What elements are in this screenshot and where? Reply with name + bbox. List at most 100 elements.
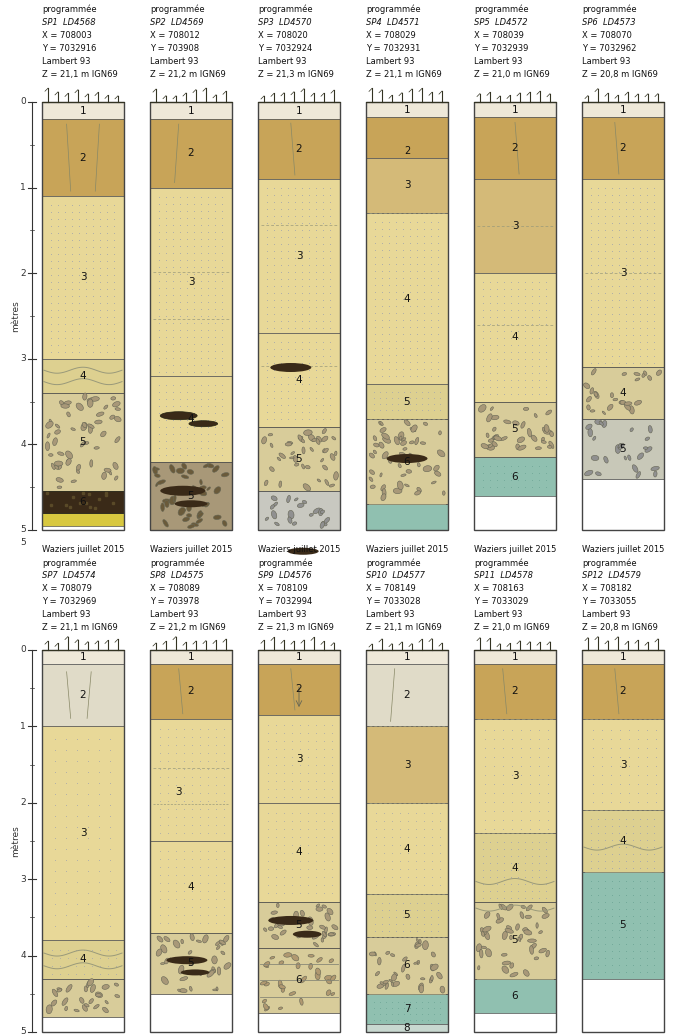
Ellipse shape — [298, 436, 303, 439]
Ellipse shape — [55, 430, 60, 434]
Text: 5: 5 — [188, 958, 194, 969]
Ellipse shape — [47, 433, 50, 438]
Ellipse shape — [271, 911, 277, 915]
Ellipse shape — [169, 496, 176, 505]
Bar — [474, 102, 556, 530]
Ellipse shape — [153, 466, 157, 474]
Ellipse shape — [406, 469, 412, 473]
Ellipse shape — [630, 428, 633, 432]
Ellipse shape — [544, 425, 549, 432]
Ellipse shape — [520, 912, 524, 919]
Ellipse shape — [182, 463, 187, 469]
Ellipse shape — [265, 1007, 270, 1011]
Ellipse shape — [398, 432, 404, 440]
Ellipse shape — [324, 927, 327, 934]
Bar — [366, 994, 448, 1025]
Bar — [366, 650, 448, 664]
Ellipse shape — [157, 480, 165, 485]
Ellipse shape — [276, 921, 285, 926]
Ellipse shape — [382, 452, 388, 459]
Ellipse shape — [294, 498, 298, 501]
Text: 5: 5 — [403, 911, 410, 921]
Ellipse shape — [206, 487, 211, 490]
Ellipse shape — [163, 519, 168, 527]
Text: 3: 3 — [21, 354, 26, 364]
Ellipse shape — [212, 967, 215, 973]
Ellipse shape — [297, 933, 302, 938]
Text: Waziers juillet 2015: Waziers juillet 2015 — [366, 545, 449, 554]
Bar — [582, 664, 664, 719]
Ellipse shape — [607, 404, 613, 410]
Ellipse shape — [93, 1005, 99, 1009]
Ellipse shape — [380, 422, 383, 426]
Ellipse shape — [604, 456, 608, 463]
Ellipse shape — [176, 468, 185, 473]
Ellipse shape — [320, 459, 324, 462]
Ellipse shape — [390, 954, 394, 956]
Ellipse shape — [642, 373, 646, 377]
Ellipse shape — [415, 944, 421, 947]
Ellipse shape — [108, 470, 112, 474]
Ellipse shape — [212, 956, 217, 963]
Bar — [42, 650, 124, 1032]
Ellipse shape — [102, 1007, 108, 1013]
Text: 4: 4 — [80, 954, 86, 965]
Ellipse shape — [429, 977, 433, 983]
Ellipse shape — [591, 369, 596, 375]
Ellipse shape — [521, 422, 525, 428]
Text: SP10  LD4577: SP10 LD4577 — [366, 571, 425, 580]
Bar — [582, 871, 664, 979]
Ellipse shape — [657, 370, 661, 375]
Ellipse shape — [66, 984, 72, 992]
Text: mètres: mètres — [12, 825, 21, 857]
Text: 1: 1 — [188, 652, 194, 662]
Ellipse shape — [169, 465, 175, 473]
Text: 0: 0 — [21, 97, 26, 107]
Ellipse shape — [332, 925, 338, 929]
Text: 7: 7 — [403, 1004, 410, 1014]
Ellipse shape — [279, 453, 285, 459]
Ellipse shape — [316, 903, 320, 908]
Text: Z = 20,8 m IGN69: Z = 20,8 m IGN69 — [582, 623, 658, 632]
Bar — [258, 119, 340, 179]
Ellipse shape — [314, 943, 318, 947]
Ellipse shape — [635, 400, 641, 405]
Ellipse shape — [401, 965, 405, 972]
Ellipse shape — [628, 455, 631, 460]
Ellipse shape — [270, 467, 274, 471]
Ellipse shape — [615, 444, 621, 454]
Ellipse shape — [173, 940, 180, 948]
Text: Y = 7033029: Y = 7033029 — [474, 597, 528, 606]
Ellipse shape — [188, 951, 192, 954]
Ellipse shape — [316, 906, 323, 912]
Bar — [366, 664, 448, 726]
Ellipse shape — [309, 514, 314, 516]
Ellipse shape — [91, 984, 95, 992]
Ellipse shape — [549, 431, 554, 436]
Ellipse shape — [197, 511, 202, 519]
Ellipse shape — [262, 1000, 267, 1003]
Bar — [42, 664, 124, 726]
Ellipse shape — [289, 457, 294, 459]
Ellipse shape — [481, 931, 484, 937]
Ellipse shape — [224, 936, 229, 943]
Text: Lambert 93: Lambert 93 — [42, 610, 91, 618]
Bar — [474, 457, 556, 496]
Ellipse shape — [320, 522, 324, 528]
Ellipse shape — [53, 438, 58, 445]
Text: programmée: programmée — [366, 558, 421, 568]
Bar — [366, 102, 448, 530]
Ellipse shape — [434, 471, 441, 477]
Text: Z = 21,1 m IGN69: Z = 21,1 m IGN69 — [42, 623, 118, 632]
Text: 1: 1 — [403, 652, 410, 662]
Text: X = 708020: X = 708020 — [258, 31, 308, 40]
Text: 4: 4 — [619, 388, 626, 398]
Bar — [150, 719, 232, 841]
Text: Z = 21,1 m IGN69: Z = 21,1 m IGN69 — [366, 623, 442, 632]
Ellipse shape — [440, 986, 445, 994]
Ellipse shape — [381, 485, 386, 491]
Ellipse shape — [501, 953, 507, 956]
Bar — [474, 274, 556, 402]
Ellipse shape — [414, 491, 421, 495]
Ellipse shape — [56, 478, 63, 483]
